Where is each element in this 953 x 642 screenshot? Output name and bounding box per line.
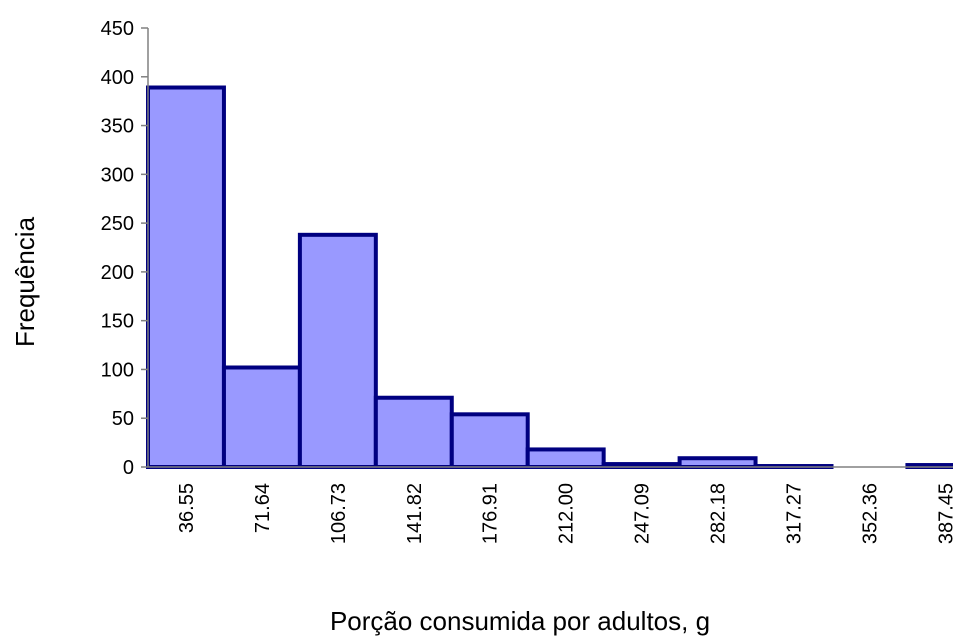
x-tick-label: 282.18 [708, 483, 730, 544]
x-tick-label: 317.27 [784, 483, 806, 544]
bar-106.73 [297, 232, 378, 469]
bar-141.82 [373, 395, 454, 470]
x-tick-label: 212.00 [556, 483, 578, 544]
y-tick-labels: 0 50 100 150 200 250 300 350 400 450 [101, 18, 134, 479]
y-tick-label: 250 [101, 213, 134, 235]
x-tick-label: 247.09 [632, 483, 654, 544]
y-tick-label: 0 [123, 457, 134, 479]
y-tick-label: 350 [101, 116, 134, 138]
y-tick-label: 50 [112, 408, 134, 430]
x-tick-label: 141.82 [404, 483, 426, 544]
axes-group [141, 27, 953, 468]
x-axis-title: Porção consumida por adultos, g [330, 606, 710, 636]
x-tick-label: 36.55 [176, 483, 198, 533]
y-tick-label: 100 [101, 359, 134, 381]
x-tick-labels: 36.55 71.64 106.73 141.82 176.91 212.00 247.09… [176, 483, 953, 544]
x-tick-label: 387.45 [935, 483, 953, 544]
y-tick-label: 200 [101, 262, 134, 284]
x-tick-label: 71.64 [252, 483, 274, 533]
bar-212.00 [525, 447, 606, 470]
bar-36.55 [146, 85, 226, 470]
bar-282.18 [677, 456, 758, 470]
x-tick-label: 106.73 [328, 483, 350, 544]
y-tick-label: 300 [101, 164, 134, 186]
bar-71.64 [221, 365, 302, 470]
y-tick-label: 400 [101, 67, 134, 89]
bars-group [146, 85, 953, 470]
bar-176.91 [449, 412, 530, 470]
y-tick-label: 150 [101, 311, 134, 333]
y-axis-title: Frequência [10, 216, 40, 347]
y-tick-label: 450 [101, 18, 134, 40]
x-tick-label: 176.91 [480, 483, 502, 544]
x-tick-label: 352.36 [859, 483, 881, 544]
